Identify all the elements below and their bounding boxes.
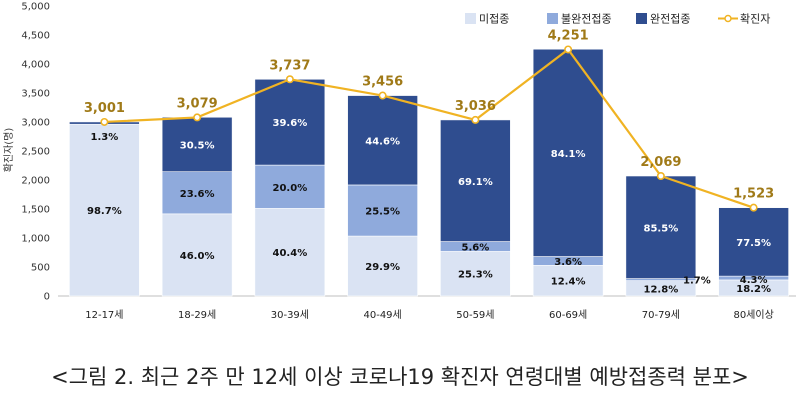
- bar-segment: [347, 184, 418, 237]
- bars: [69, 48, 789, 297]
- confirmed-point: [193, 113, 202, 122]
- x-tick-label: 40-49세: [363, 309, 401, 321]
- figure-caption: <그림 2. 최근 2주 만 12세 이상 코로나19 확진자 연령대별 예방접…: [51, 365, 749, 389]
- confirmed-value-label: 3,036: [455, 99, 496, 114]
- x-tick-label: 70-79세: [642, 309, 680, 321]
- confirmed-point: [378, 91, 387, 100]
- x-tick-label: 12-17세: [85, 309, 123, 321]
- x-tick-label: 80세이상: [733, 309, 773, 321]
- confirmed-point: [656, 171, 665, 180]
- bar-segment: [254, 78, 326, 166]
- x-tick-label: 18-29세: [178, 309, 216, 321]
- segment-label: 1.3%: [91, 132, 119, 143]
- y-tick-label: 3,500: [21, 89, 50, 100]
- confirmed-line-path: [104, 47, 754, 209]
- confirmed-point: [100, 117, 109, 126]
- confirmed-value-label: 1,523: [733, 187, 774, 202]
- bar-segment: [254, 164, 326, 209]
- y-axis-title: 확진자(명): [3, 128, 15, 173]
- bar-segment: [347, 95, 418, 186]
- x-tick-label: 30-39세: [271, 309, 309, 321]
- segment-label: 23.6%: [180, 189, 215, 200]
- segment-label: 20.0%: [273, 183, 308, 194]
- y-tick-label: 5,000: [21, 2, 50, 13]
- confirmed-value-label: 4,251: [548, 28, 589, 43]
- bar-segment: [347, 235, 418, 297]
- confirmed-value-label: 3,737: [269, 58, 310, 73]
- y-tick-label: 4,000: [21, 60, 50, 71]
- segment-label: 3.6%: [554, 257, 582, 268]
- segment-label: 25.5%: [365, 207, 400, 218]
- bar-segment: [161, 171, 233, 215]
- bar-segment: [161, 213, 233, 297]
- confirmed-value-label: 2,069: [640, 155, 681, 170]
- data-labels: 98.7% 1.3% 46.0% 23.6% 30.5% 40.4% 20.0% 39.6% 2…: [84, 28, 774, 295]
- legend-label: 확진자: [740, 13, 770, 26]
- bar-segment: [532, 265, 604, 297]
- segment-label: 30.5%: [180, 140, 215, 151]
- confirmed-value-label: 3,456: [362, 75, 403, 90]
- confirmed-point: [285, 75, 294, 84]
- segment-label: 85.5%: [644, 223, 679, 234]
- segment-label: 4.3%: [740, 275, 768, 286]
- bar-segment: [440, 119, 511, 242]
- segment-label: 40.4%: [273, 248, 308, 259]
- bar-segment: [440, 251, 511, 297]
- segment-label: 1.7%: [683, 276, 711, 287]
- bar-segment: [532, 48, 604, 257]
- segment-label: 46.0%: [180, 251, 215, 262]
- segment-label: 12.4%: [551, 277, 586, 288]
- legend: 미접종 불완전접종 완전접종 확진자: [465, 13, 770, 26]
- bar-segment: [718, 207, 789, 277]
- bar-segment: [254, 208, 326, 297]
- confirmed-value-label: 3,079: [177, 96, 218, 111]
- segment-label: 5.6%: [462, 243, 490, 254]
- y-tick-label: 2,000: [21, 176, 50, 187]
- x-tick-label: 60-69세: [549, 309, 587, 321]
- segment-label: 98.7%: [87, 206, 122, 217]
- y-tick-label: 4,500: [21, 31, 50, 42]
- bar-segment: [625, 175, 697, 279]
- segment-label: 39.6%: [273, 118, 308, 129]
- legend-label: 불완전접종: [561, 13, 612, 26]
- y-tick-label: 1,500: [21, 205, 50, 216]
- segment-label: 69.1%: [458, 177, 493, 188]
- legend-label: 완전접종: [650, 13, 690, 26]
- confirmed-line: [100, 45, 758, 212]
- segment-label: 44.6%: [365, 136, 400, 147]
- y-tick-label: 3,000: [21, 118, 50, 129]
- legend-swatch: [636, 13, 647, 24]
- axes: 0 500 1,000 1,500 2,000 2,500 3,000 3,500 4,000 4…: [21, 2, 796, 321]
- legend-swatch: [465, 13, 476, 24]
- x-tick-label: 50-59세: [456, 309, 494, 321]
- y-tick-label: 500: [31, 263, 50, 274]
- confirmed-value-label: 3,001: [84, 101, 125, 116]
- legend-line-marker: [724, 14, 732, 23]
- segment-label: 18.2%: [736, 284, 771, 295]
- confirmed-point: [749, 203, 758, 212]
- legend-label: 미접종: [479, 13, 509, 26]
- confirmed-point: [564, 45, 573, 54]
- y-tick-label: 1,000: [21, 234, 50, 245]
- segment-label: 84.1%: [551, 149, 586, 160]
- segment-label: 29.9%: [365, 262, 400, 273]
- segment-label: 12.8%: [644, 284, 679, 295]
- segment-label: 77.5%: [736, 238, 771, 249]
- confirmed-point: [471, 115, 480, 124]
- y-tick-label: 0: [44, 292, 50, 303]
- y-tick-label: 2,500: [21, 147, 50, 158]
- segment-label: 25.3%: [458, 270, 493, 281]
- legend-swatch: [547, 13, 558, 24]
